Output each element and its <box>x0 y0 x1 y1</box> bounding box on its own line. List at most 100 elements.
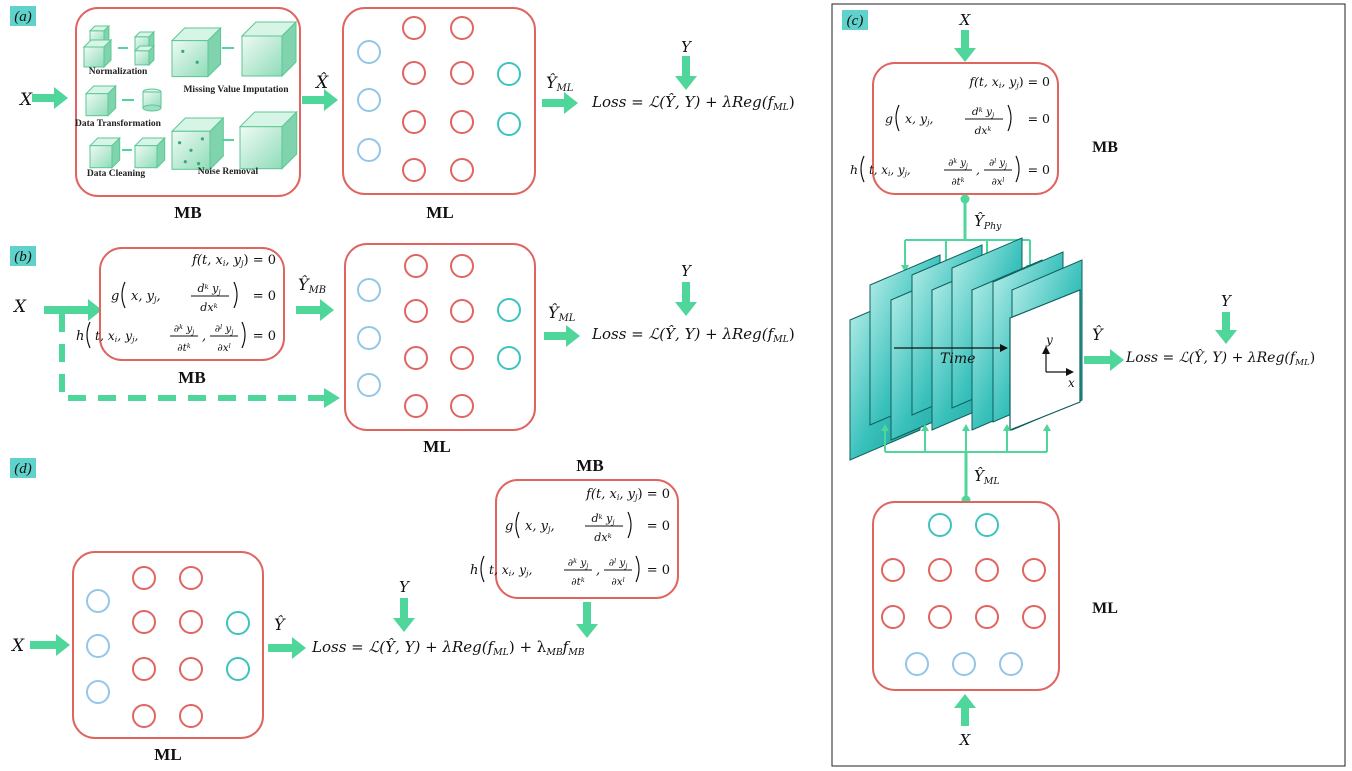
panel-a-mb-label: MB <box>174 203 201 222</box>
equation-g-end: = 0 <box>1028 111 1050 126</box>
text-part: X <box>10 636 25 656</box>
text-part: Y <box>681 38 693 56</box>
cube-dot <box>200 137 204 141</box>
text-part: y <box>957 158 966 169</box>
text-part: k <box>987 125 991 133</box>
panel-c-loss: Loss = ℒ(Ŷ, Y) + λReg(fML) <box>1125 348 1315 368</box>
text-part: ∂ <box>174 323 180 335</box>
cube-front <box>85 93 109 117</box>
text-part: ML <box>426 203 453 222</box>
distribution-arrowhead <box>881 424 889 431</box>
text-part: t, x <box>869 163 888 177</box>
text-part: ML <box>772 334 789 345</box>
panel-a-yhat-arrow <box>542 92 578 114</box>
arrow-shaft <box>30 641 58 649</box>
nn-node <box>450 394 474 418</box>
preprocessing-label: Normalization <box>89 67 148 77</box>
equation-g-name: g <box>111 289 119 304</box>
text-part: MB <box>1092 139 1118 156</box>
equation-g-numerator: dk yj <box>197 282 221 296</box>
panel-c-bottom-arrow <box>954 694 976 726</box>
arrow-head <box>1215 330 1237 344</box>
equation-h-num1: ∂k yj <box>568 557 588 570</box>
text-part: , y <box>225 253 241 268</box>
equation-h-num1: ∂k yj <box>174 323 194 336</box>
text-part: = 0 <box>1028 111 1050 126</box>
nn-node <box>404 394 428 418</box>
text-part: ML <box>1294 358 1310 368</box>
arrow-shaft <box>583 602 591 626</box>
panel-a-yhat-ml: ŶML <box>546 72 573 94</box>
cube-front <box>89 145 113 169</box>
text-part: y <box>577 557 586 569</box>
equation-h-den2: ∂xl <box>611 576 624 588</box>
equation-g-denominator: dxk <box>975 124 992 137</box>
x-axis-head <box>1066 368 1074 376</box>
equation-h-den2: ∂xl <box>217 342 230 354</box>
nn-node <box>86 589 110 613</box>
panel-b-dashed-head <box>324 388 340 408</box>
nn-node <box>402 110 426 134</box>
text-part: ∂ <box>609 557 615 569</box>
panel-b-y-arrow <box>675 282 697 316</box>
panel-d-mb-arrow <box>576 602 598 638</box>
panel-c-yhat: Ŷ <box>1092 324 1104 344</box>
preprocessing-label: Data Transformation <box>75 119 162 129</box>
text-part: k <box>214 302 218 310</box>
cube-front <box>239 126 283 170</box>
panel-b-yhat-mb-arrow <box>296 299 334 321</box>
nn-node <box>86 680 110 704</box>
text-part: x, y <box>525 519 549 534</box>
panel-b-input-shaft <box>44 306 90 314</box>
text-part: k <box>953 158 957 165</box>
equation-h-den1: ∂tk <box>952 177 965 188</box>
nn-node <box>226 611 250 635</box>
text-part: l <box>220 323 222 331</box>
equation-h-end: = 0 <box>253 329 276 344</box>
nn-node <box>404 254 428 278</box>
text-part: MB <box>576 456 603 475</box>
panel-c-tag: (c) <box>842 10 868 30</box>
nn-node <box>450 346 474 370</box>
panel-c-y: Y <box>1221 292 1233 310</box>
text-part: , <box>528 563 532 577</box>
panel-d-y-arrow <box>393 598 415 632</box>
text-part: y <box>603 512 614 525</box>
nn-node <box>497 62 521 86</box>
text-part: y <box>996 158 1005 169</box>
nn-node <box>975 513 999 537</box>
panel-b-yhat-ml: ŶML <box>548 302 575 324</box>
nn-node <box>497 346 521 370</box>
text-part: i <box>999 81 1002 90</box>
distribution-arrowhead <box>921 424 929 431</box>
arrow-shaft <box>302 96 326 104</box>
panel-c-ml-label: ML <box>1092 600 1118 617</box>
text-part: ∂x <box>992 177 1003 188</box>
normalization-cube-4 <box>133 44 156 67</box>
equation-h-args: t, xi, yj, <box>95 329 138 344</box>
text-part: j <box>903 169 908 178</box>
nn-node <box>132 610 156 634</box>
equation-h-den2: ∂xl <box>992 177 1005 188</box>
nn-node <box>450 61 474 85</box>
nn-node <box>450 254 474 278</box>
nn-node <box>404 299 428 323</box>
text-part: ∂ <box>989 158 994 169</box>
text-part: j <box>1003 163 1007 170</box>
panel-c-yhat-ml: ŶML <box>974 467 1000 487</box>
paren-right <box>635 555 640 583</box>
tag-background <box>10 6 36 26</box>
panel-d-ml-box <box>72 551 264 739</box>
text-part: MB <box>308 285 326 296</box>
panel-a-input-arrow <box>32 87 68 109</box>
text-part: g <box>111 289 119 304</box>
cube-dot <box>181 49 185 54</box>
panel-c-axis-x: x <box>1068 376 1075 390</box>
arrow-head <box>56 634 70 656</box>
text-part: j <box>633 493 638 502</box>
equation-g-args: x, yj, <box>131 289 161 304</box>
panel-c-input-top: X <box>959 11 972 29</box>
arrow-head <box>576 624 598 638</box>
text-part: , <box>134 329 138 343</box>
arrow-shaft <box>544 332 568 340</box>
